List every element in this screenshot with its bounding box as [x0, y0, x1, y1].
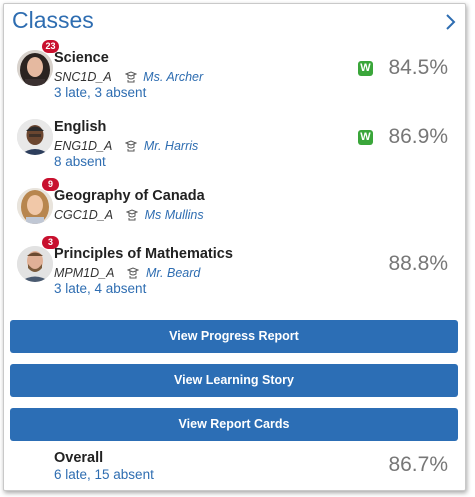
- teacher-avatar: [17, 50, 53, 86]
- teacher-avatar: [17, 188, 53, 224]
- attendance-link[interactable]: 3 late, 3 absent: [54, 85, 147, 100]
- view-learning-story-button[interactable]: View Learning Story: [10, 364, 458, 397]
- class-code: ENG1D_A: [54, 139, 112, 153]
- class-name: Science: [54, 50, 109, 66]
- view-report-cards-button[interactable]: View Report Cards: [10, 408, 458, 441]
- class-grade: 84.5%: [388, 56, 448, 79]
- teacher-link[interactable]: Ms Mullins: [144, 208, 204, 222]
- class-row-english[interactable]: English ENG1D_A Mr. Harris 8 absent W 86…: [4, 109, 465, 171]
- overall-grade: 86.7%: [388, 453, 448, 476]
- w-badge-icon: W: [358, 130, 373, 145]
- notification-badge: 23: [42, 40, 59, 53]
- overall-label: Overall: [54, 450, 104, 466]
- overall-attendance-link[interactable]: 6 late, 15 absent: [54, 467, 154, 482]
- classes-card: Classes 23 Science SNC1D_A Ms. Archer 3 …: [3, 3, 466, 491]
- class-row-math[interactable]: 3 Principles of Mathematics MPM1D_A Mr. …: [4, 236, 465, 298]
- class-grade: 88.8%: [388, 252, 448, 275]
- attendance-link[interactable]: 8 absent: [54, 154, 106, 169]
- class-code: SNC1D_A: [54, 70, 112, 84]
- class-grade: 86.9%: [388, 125, 448, 148]
- teacher-link[interactable]: Mr. Harris: [143, 139, 199, 153]
- class-name: Geography of Canada: [54, 188, 205, 204]
- class-row-science[interactable]: 23 Science SNC1D_A Ms. Archer 3 late, 3 …: [4, 40, 465, 102]
- notification-badge: 3: [42, 236, 59, 249]
- view-progress-report-button[interactable]: View Progress Report: [10, 320, 458, 353]
- teacher-link[interactable]: Mr. Beard: [145, 266, 201, 280]
- class-meta: MPM1D_A Mr. Beard: [54, 266, 200, 280]
- teacher-icon: [127, 267, 140, 279]
- teacher-link[interactable]: Ms. Archer: [143, 70, 204, 84]
- teacher-avatar: [17, 119, 53, 155]
- chevron-right-icon[interactable]: [443, 12, 459, 32]
- teacher-avatar: [17, 246, 53, 282]
- notification-badge: 9: [42, 178, 59, 191]
- class-name: Principles of Mathematics: [54, 246, 233, 262]
- class-meta: SNC1D_A Ms. Archer: [54, 70, 203, 84]
- class-name: English: [54, 119, 107, 135]
- class-meta: ENG1D_A Mr. Harris: [54, 139, 198, 153]
- class-meta: CGC1D_A Ms Mullins: [54, 208, 204, 222]
- class-code: CGC1D_A: [54, 208, 113, 222]
- w-badge-icon: W: [358, 61, 373, 76]
- teacher-icon: [126, 209, 139, 221]
- class-row-geography[interactable]: 9 Geography of Canada CGC1D_A Ms Mullins: [4, 178, 465, 240]
- card-title: Classes: [12, 7, 94, 33]
- teacher-icon: [124, 71, 137, 83]
- attendance-link[interactable]: 3 late, 4 absent: [54, 281, 147, 296]
- teacher-icon: [125, 140, 138, 152]
- class-code: MPM1D_A: [54, 266, 114, 280]
